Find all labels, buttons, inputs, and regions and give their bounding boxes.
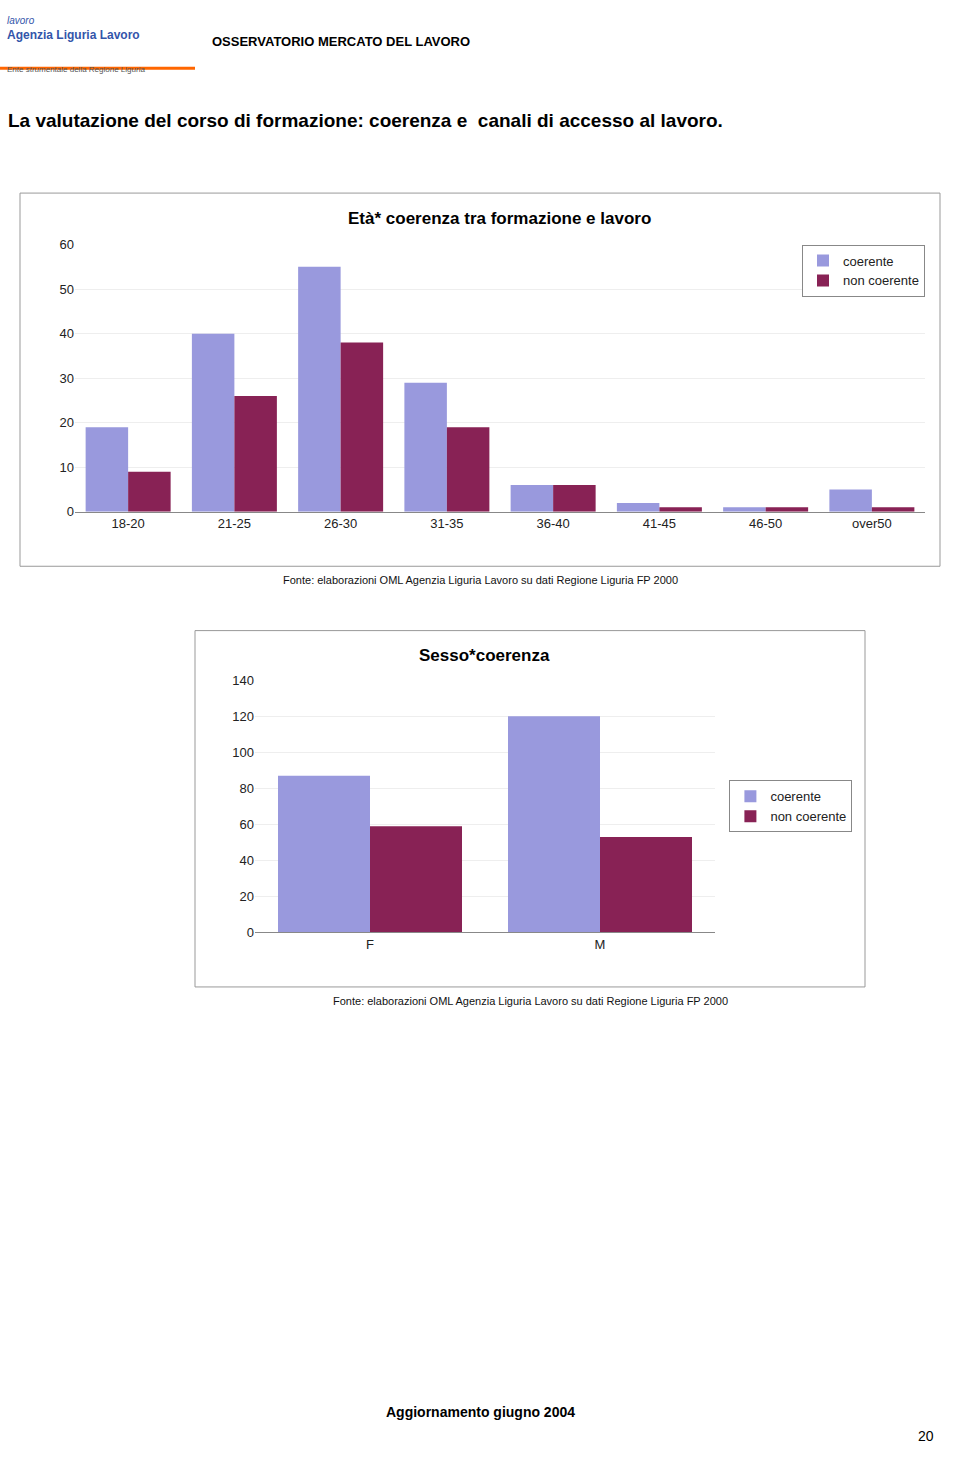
svg-text:60: 60 — [60, 237, 74, 252]
svg-text:F: F — [366, 937, 374, 952]
svg-text:18-20: 18-20 — [112, 516, 145, 531]
svg-text:coerente: coerente — [770, 789, 821, 804]
svg-text:Ente strumentale della Regione: Ente strumentale della Regione Liguria — [7, 65, 145, 74]
svg-text:120: 120 — [232, 709, 254, 724]
svg-text:20: 20 — [918, 1428, 934, 1444]
svg-text:non coerente: non coerente — [843, 273, 919, 288]
svg-text:Età* coerenza tra formazione e: Età* coerenza tra formazione e lavoro — [348, 209, 651, 228]
svg-text:M: M — [595, 937, 606, 952]
svg-text:Fonte: elaborazioni OML Agenzi: Fonte: elaborazioni OML Agenzia Liguria … — [333, 995, 728, 1007]
svg-text:OSSERVATORIO MERCATO DEL LAVOR: OSSERVATORIO MERCATO DEL LAVORO — [212, 34, 470, 49]
svg-text:31-35: 31-35 — [430, 516, 463, 531]
svg-text:40: 40 — [240, 853, 254, 868]
svg-text:over50: over50 — [852, 516, 892, 531]
svg-text:La valutazione del corso di fo: La valutazione del corso di formazione: … — [8, 110, 723, 131]
svg-text:Aggiornamento giugno 2004: Aggiornamento giugno 2004 — [386, 1404, 575, 1420]
svg-text:60: 60 — [240, 817, 254, 832]
svg-text:46-50: 46-50 — [749, 516, 782, 531]
svg-text:20: 20 — [240, 889, 254, 904]
svg-text:100: 100 — [232, 745, 254, 760]
svg-text:80: 80 — [240, 781, 254, 796]
svg-text:40: 40 — [60, 326, 74, 341]
svg-text:20: 20 — [60, 415, 74, 430]
svg-text:26-30: 26-30 — [324, 516, 357, 531]
svg-text:Agenzia Liguria Lavoro: Agenzia Liguria Lavoro — [7, 28, 140, 42]
svg-text:30: 30 — [60, 371, 74, 386]
svg-text:coerente: coerente — [843, 254, 894, 269]
svg-text:0: 0 — [67, 504, 74, 519]
svg-text:10: 10 — [60, 460, 74, 475]
svg-text:50: 50 — [60, 282, 74, 297]
svg-text:non coerente: non coerente — [770, 809, 846, 824]
svg-text:21-25: 21-25 — [218, 516, 251, 531]
svg-text:140: 140 — [232, 673, 254, 688]
svg-text:Fonte: elaborazioni OML Agenzi: Fonte: elaborazioni OML Agenzia Liguria … — [283, 574, 678, 586]
svg-text:36-40: 36-40 — [537, 516, 570, 531]
svg-text:Sesso*coerenza: Sesso*coerenza — [419, 646, 550, 665]
svg-text:0: 0 — [247, 925, 254, 940]
svg-text:41-45: 41-45 — [643, 516, 676, 531]
svg-text:lavoro: lavoro — [7, 15, 35, 26]
